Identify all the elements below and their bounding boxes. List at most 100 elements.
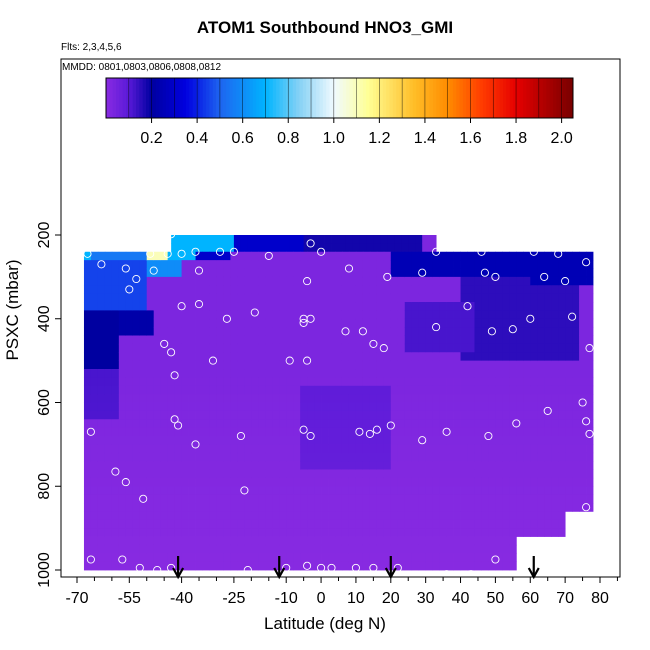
heat-cell <box>185 235 193 244</box>
heat-cell <box>544 327 552 336</box>
heat-cell <box>104 469 113 479</box>
heat-cell <box>293 335 301 345</box>
heat-cell <box>83 377 92 387</box>
heat-cell <box>348 302 357 311</box>
heat-cell <box>453 528 461 537</box>
heat-cell <box>321 260 329 269</box>
heat-cell <box>397 343 406 353</box>
heat-cell <box>530 276 538 286</box>
heat-cell <box>390 503 399 512</box>
heat-cell <box>495 327 503 336</box>
heat-cell <box>565 477 573 487</box>
heat-cell <box>586 293 594 303</box>
heat-cell <box>307 377 315 387</box>
heat-cell <box>411 310 420 320</box>
heat-cell <box>223 536 231 546</box>
heat-cell <box>572 377 580 387</box>
heat-cell <box>488 544 496 554</box>
sample-point <box>351 563 360 572</box>
heat-cell <box>160 369 169 378</box>
heat-cell <box>432 528 441 537</box>
sample-point <box>463 302 472 311</box>
heat-cell <box>125 377 134 387</box>
heat-cell <box>523 310 531 320</box>
heat-cell <box>83 536 92 546</box>
heat-cell <box>439 410 447 420</box>
heat-cell <box>111 410 120 420</box>
heat-cell <box>488 318 496 328</box>
heat-cell <box>523 419 531 429</box>
heat-cell <box>104 427 113 437</box>
heat-cell <box>153 360 162 370</box>
heat-cell <box>275 243 284 253</box>
heat-cell <box>439 444 447 454</box>
heat-cell <box>174 260 182 269</box>
heat-cell <box>467 536 475 546</box>
heat-cell <box>286 419 294 429</box>
heat-cell <box>394 235 402 244</box>
heat-cell <box>265 444 273 454</box>
heat-cell <box>425 536 434 546</box>
heat-cell <box>307 402 315 412</box>
heat-cell <box>258 251 266 261</box>
heat-cell <box>481 369 489 378</box>
heat-cell <box>404 427 413 437</box>
heat-cell <box>460 394 468 403</box>
heat-cell <box>467 452 475 462</box>
heat-cell <box>551 352 559 362</box>
heat-cell <box>397 503 406 512</box>
heat-cell <box>125 385 134 395</box>
colorbar-segment <box>259 78 264 118</box>
heat-cell <box>230 536 238 546</box>
heat-cell <box>335 343 343 353</box>
heat-cell <box>167 402 176 412</box>
heat-cell <box>310 235 318 244</box>
heat-cell <box>195 452 203 462</box>
heat-cell <box>390 494 399 504</box>
heat-cell <box>369 352 378 362</box>
heat-cell <box>90 276 99 286</box>
heat-cell <box>474 503 482 512</box>
heat-cell <box>558 268 566 278</box>
heat-cell <box>160 285 169 295</box>
heat-cell <box>362 561 371 571</box>
heat-cell <box>495 377 503 387</box>
heat-cell <box>404 343 413 353</box>
heat-cell <box>146 285 155 295</box>
heat-cell <box>174 444 182 454</box>
flights-note: Flts: 2,3,4,5,6 <box>61 42 122 53</box>
x-tick-label: 40 <box>452 590 470 607</box>
heat-cell <box>355 452 364 462</box>
colorbar-segment <box>389 78 394 118</box>
colorbar-segment <box>289 78 294 118</box>
heat-cell <box>565 452 573 462</box>
colorbar-segment <box>459 78 464 118</box>
heat-cell <box>453 503 461 512</box>
heat-cell <box>572 327 580 336</box>
heat-cell <box>209 335 217 345</box>
heat-cell <box>425 394 434 403</box>
heat-cell <box>223 293 231 303</box>
heat-cell <box>90 402 99 412</box>
heat-cell <box>565 318 573 328</box>
heat-cell <box>181 469 189 479</box>
heat-cell <box>338 243 346 253</box>
heat-cell <box>139 352 148 362</box>
heat-cell <box>355 369 364 378</box>
heat-cell <box>125 302 134 311</box>
heat-cell <box>244 436 252 445</box>
heat-cell <box>390 477 399 487</box>
heat-cell <box>495 352 503 362</box>
heat-cell <box>355 536 364 546</box>
heat-cell <box>516 519 524 529</box>
heat-cell <box>502 385 510 395</box>
heat-cell <box>516 528 524 537</box>
heatmap-layer <box>83 235 594 571</box>
heat-cell <box>404 310 413 320</box>
heat-cell <box>300 318 308 328</box>
heat-cell <box>551 427 559 437</box>
colorbar-segment <box>232 78 237 118</box>
heat-cell <box>439 561 447 571</box>
heat-cell <box>446 285 454 295</box>
